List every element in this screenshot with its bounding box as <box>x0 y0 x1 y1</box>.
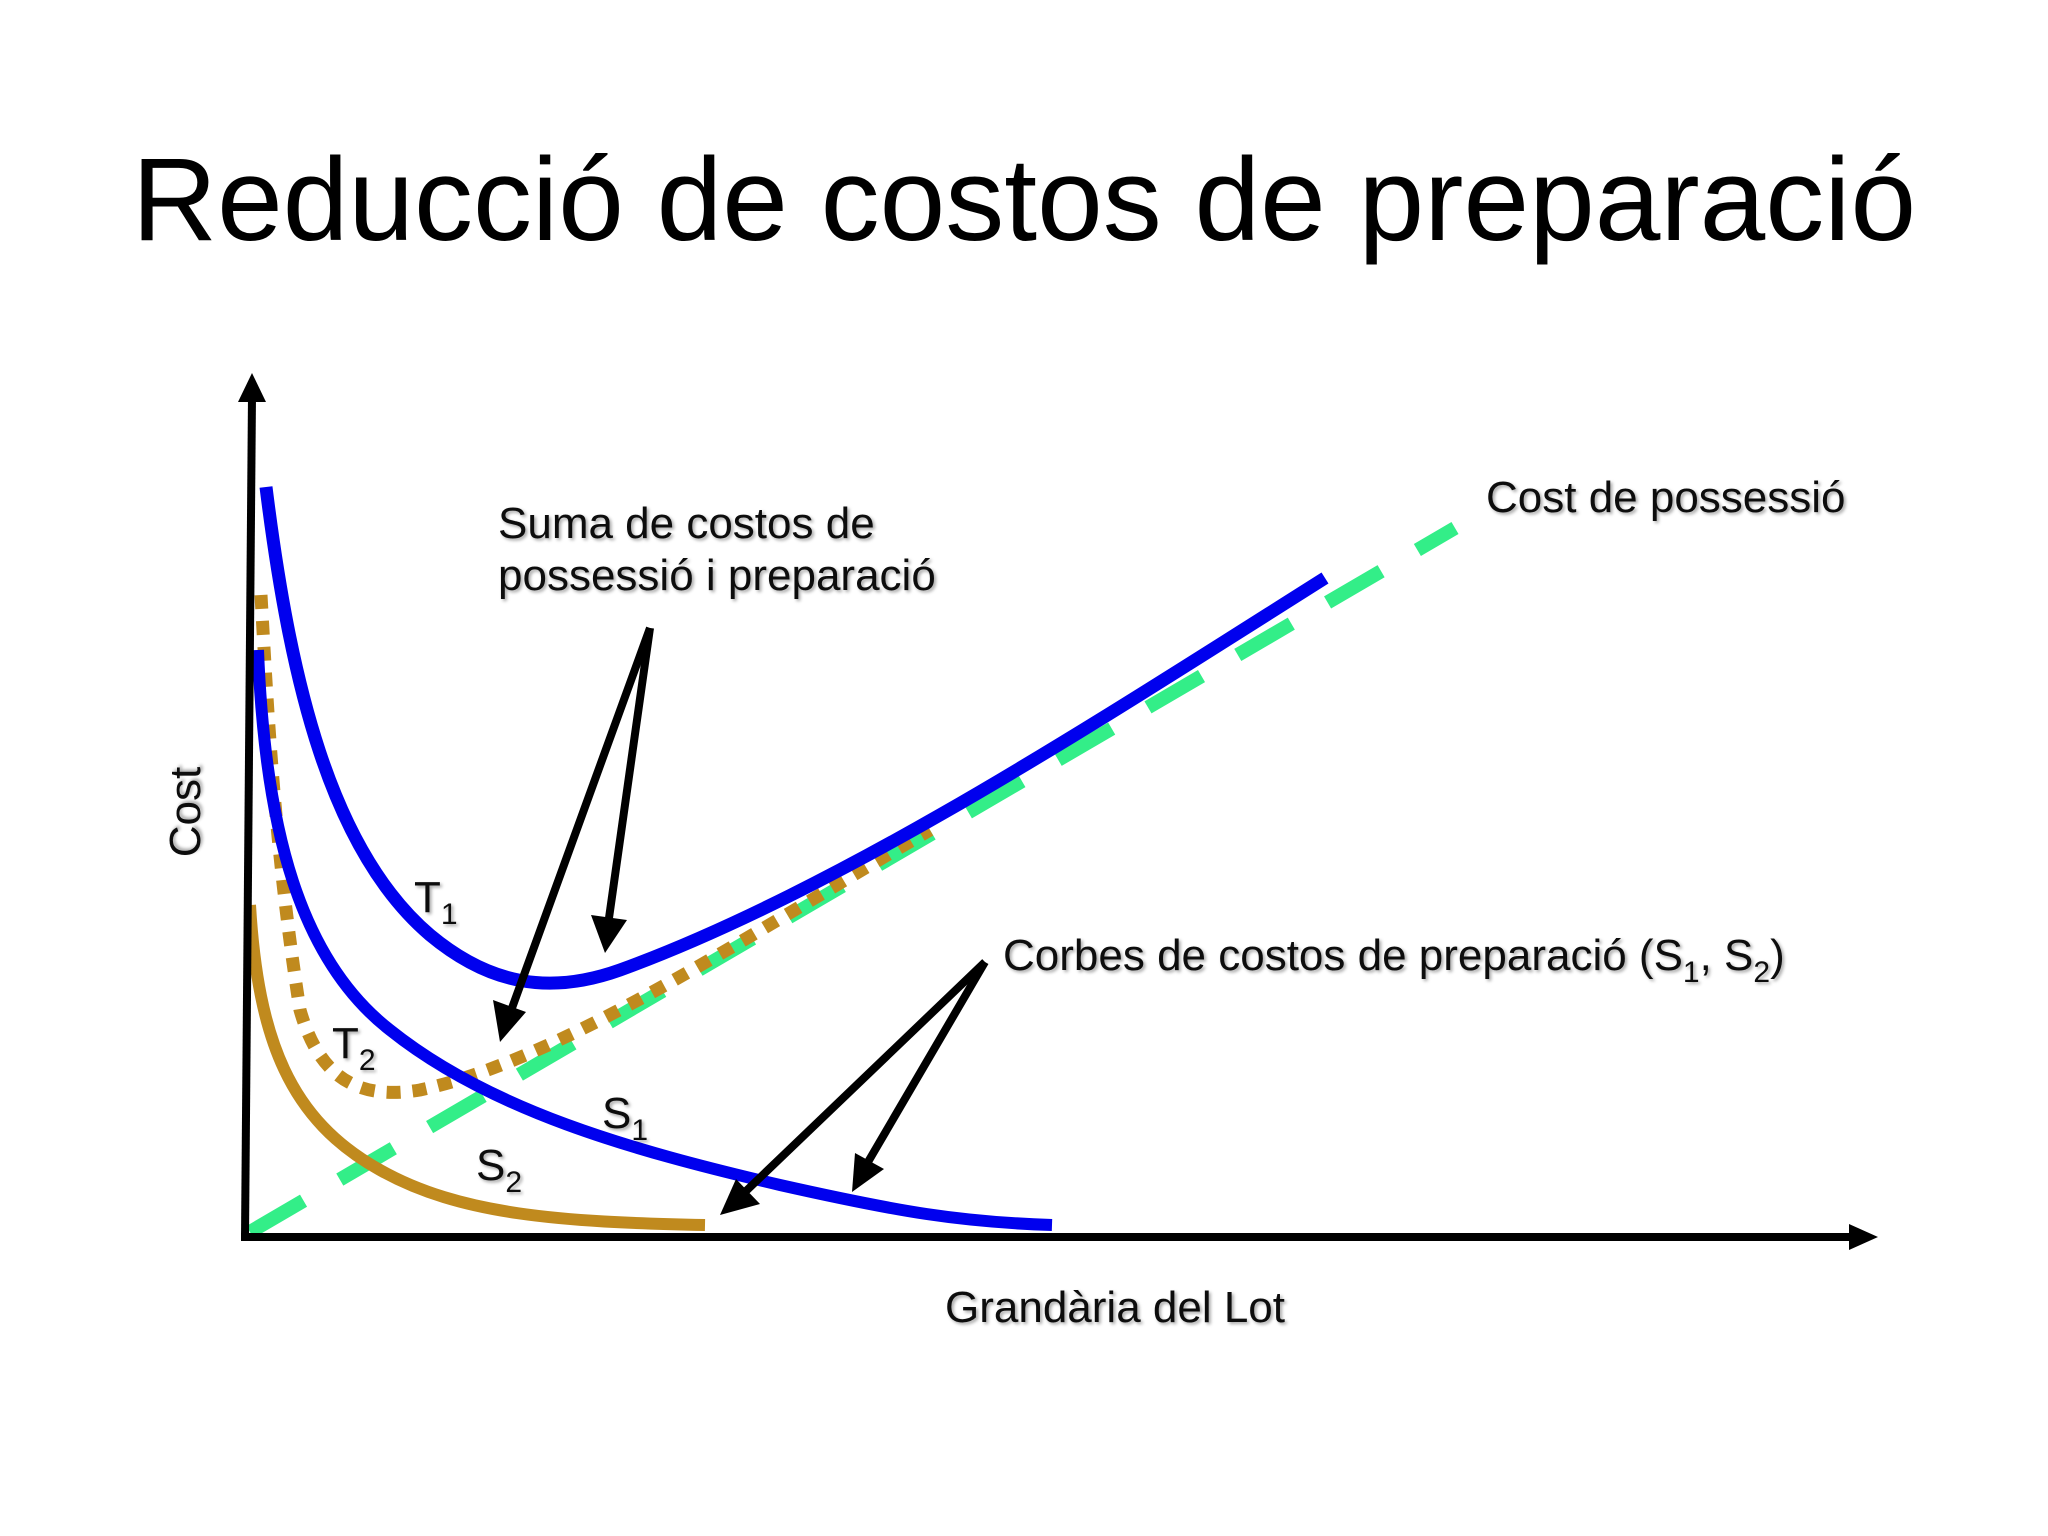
arrow-to-t2-head <box>493 1000 526 1042</box>
curve-label-s1-main: S <box>602 1089 631 1138</box>
setup-cost-curve-s1 <box>252 649 1053 1231</box>
curve-label-s1: S1 <box>602 1089 648 1147</box>
slide-title: Reducció de costos de preparació <box>131 134 1917 266</box>
setup-curves-sub1: 1 <box>1683 956 1700 989</box>
setup-curves-text-main: Corbes de costos de preparació (S <box>1003 931 1683 980</box>
curve-label-s2-main: S <box>476 1141 505 1190</box>
y-axis <box>241 394 256 1238</box>
curve-label-t2: T2 <box>332 1019 376 1077</box>
curve-label-t1-sub: 1 <box>441 898 458 931</box>
curve-label-t2-sub: 2 <box>359 1044 376 1077</box>
setup-curves-sub2: 2 <box>1753 956 1770 989</box>
curve-label-s2-sub: 2 <box>505 1166 522 1199</box>
curve-label-s2: S2 <box>476 1141 522 1199</box>
arrow-to-t1-head <box>591 915 627 953</box>
arrow-to-s2-shaft <box>742 959 988 1195</box>
y-axis-label: Cost <box>161 767 210 857</box>
arrow-to-s1-shaft <box>864 959 989 1165</box>
x-axis-arrowhead <box>1849 1224 1878 1250</box>
total-cost-curve-t1 <box>259 486 1329 990</box>
curve-label-s1-sub: 1 <box>631 1114 648 1147</box>
setup-curves-sep: , S <box>1700 931 1754 980</box>
curve-label-t1-main: T <box>414 873 441 922</box>
total-cost-annotation-line1: Suma de costos de <box>498 499 875 548</box>
x-axis-label: Grandària del Lot <box>945 1283 1285 1332</box>
setup-cost-curve-s2 <box>244 904 706 1231</box>
setup-curves-annotation: Corbes de costos de preparació (S1, S2) <box>1003 931 1785 989</box>
arrow-to-t2-shaft <box>508 626 654 1010</box>
curve-label-t2-main: T <box>332 1019 359 1068</box>
arrow-to-t1-shaft <box>605 627 654 919</box>
holding-cost-line <box>246 521 1459 1239</box>
total-cost-annotation-line2: possessió i preparació <box>498 551 936 600</box>
y-axis-arrowhead <box>238 373 266 402</box>
pointer-arrows <box>493 626 989 1215</box>
holding-cost-annotation: Cost de possessió <box>1486 473 1846 522</box>
axes <box>238 373 1878 1250</box>
setup-curves-end: ) <box>1770 931 1785 980</box>
arrow-to-s2-head <box>720 1179 760 1215</box>
arrow-to-s1-head <box>852 1153 884 1192</box>
curve-label-t1: T1 <box>414 873 458 931</box>
